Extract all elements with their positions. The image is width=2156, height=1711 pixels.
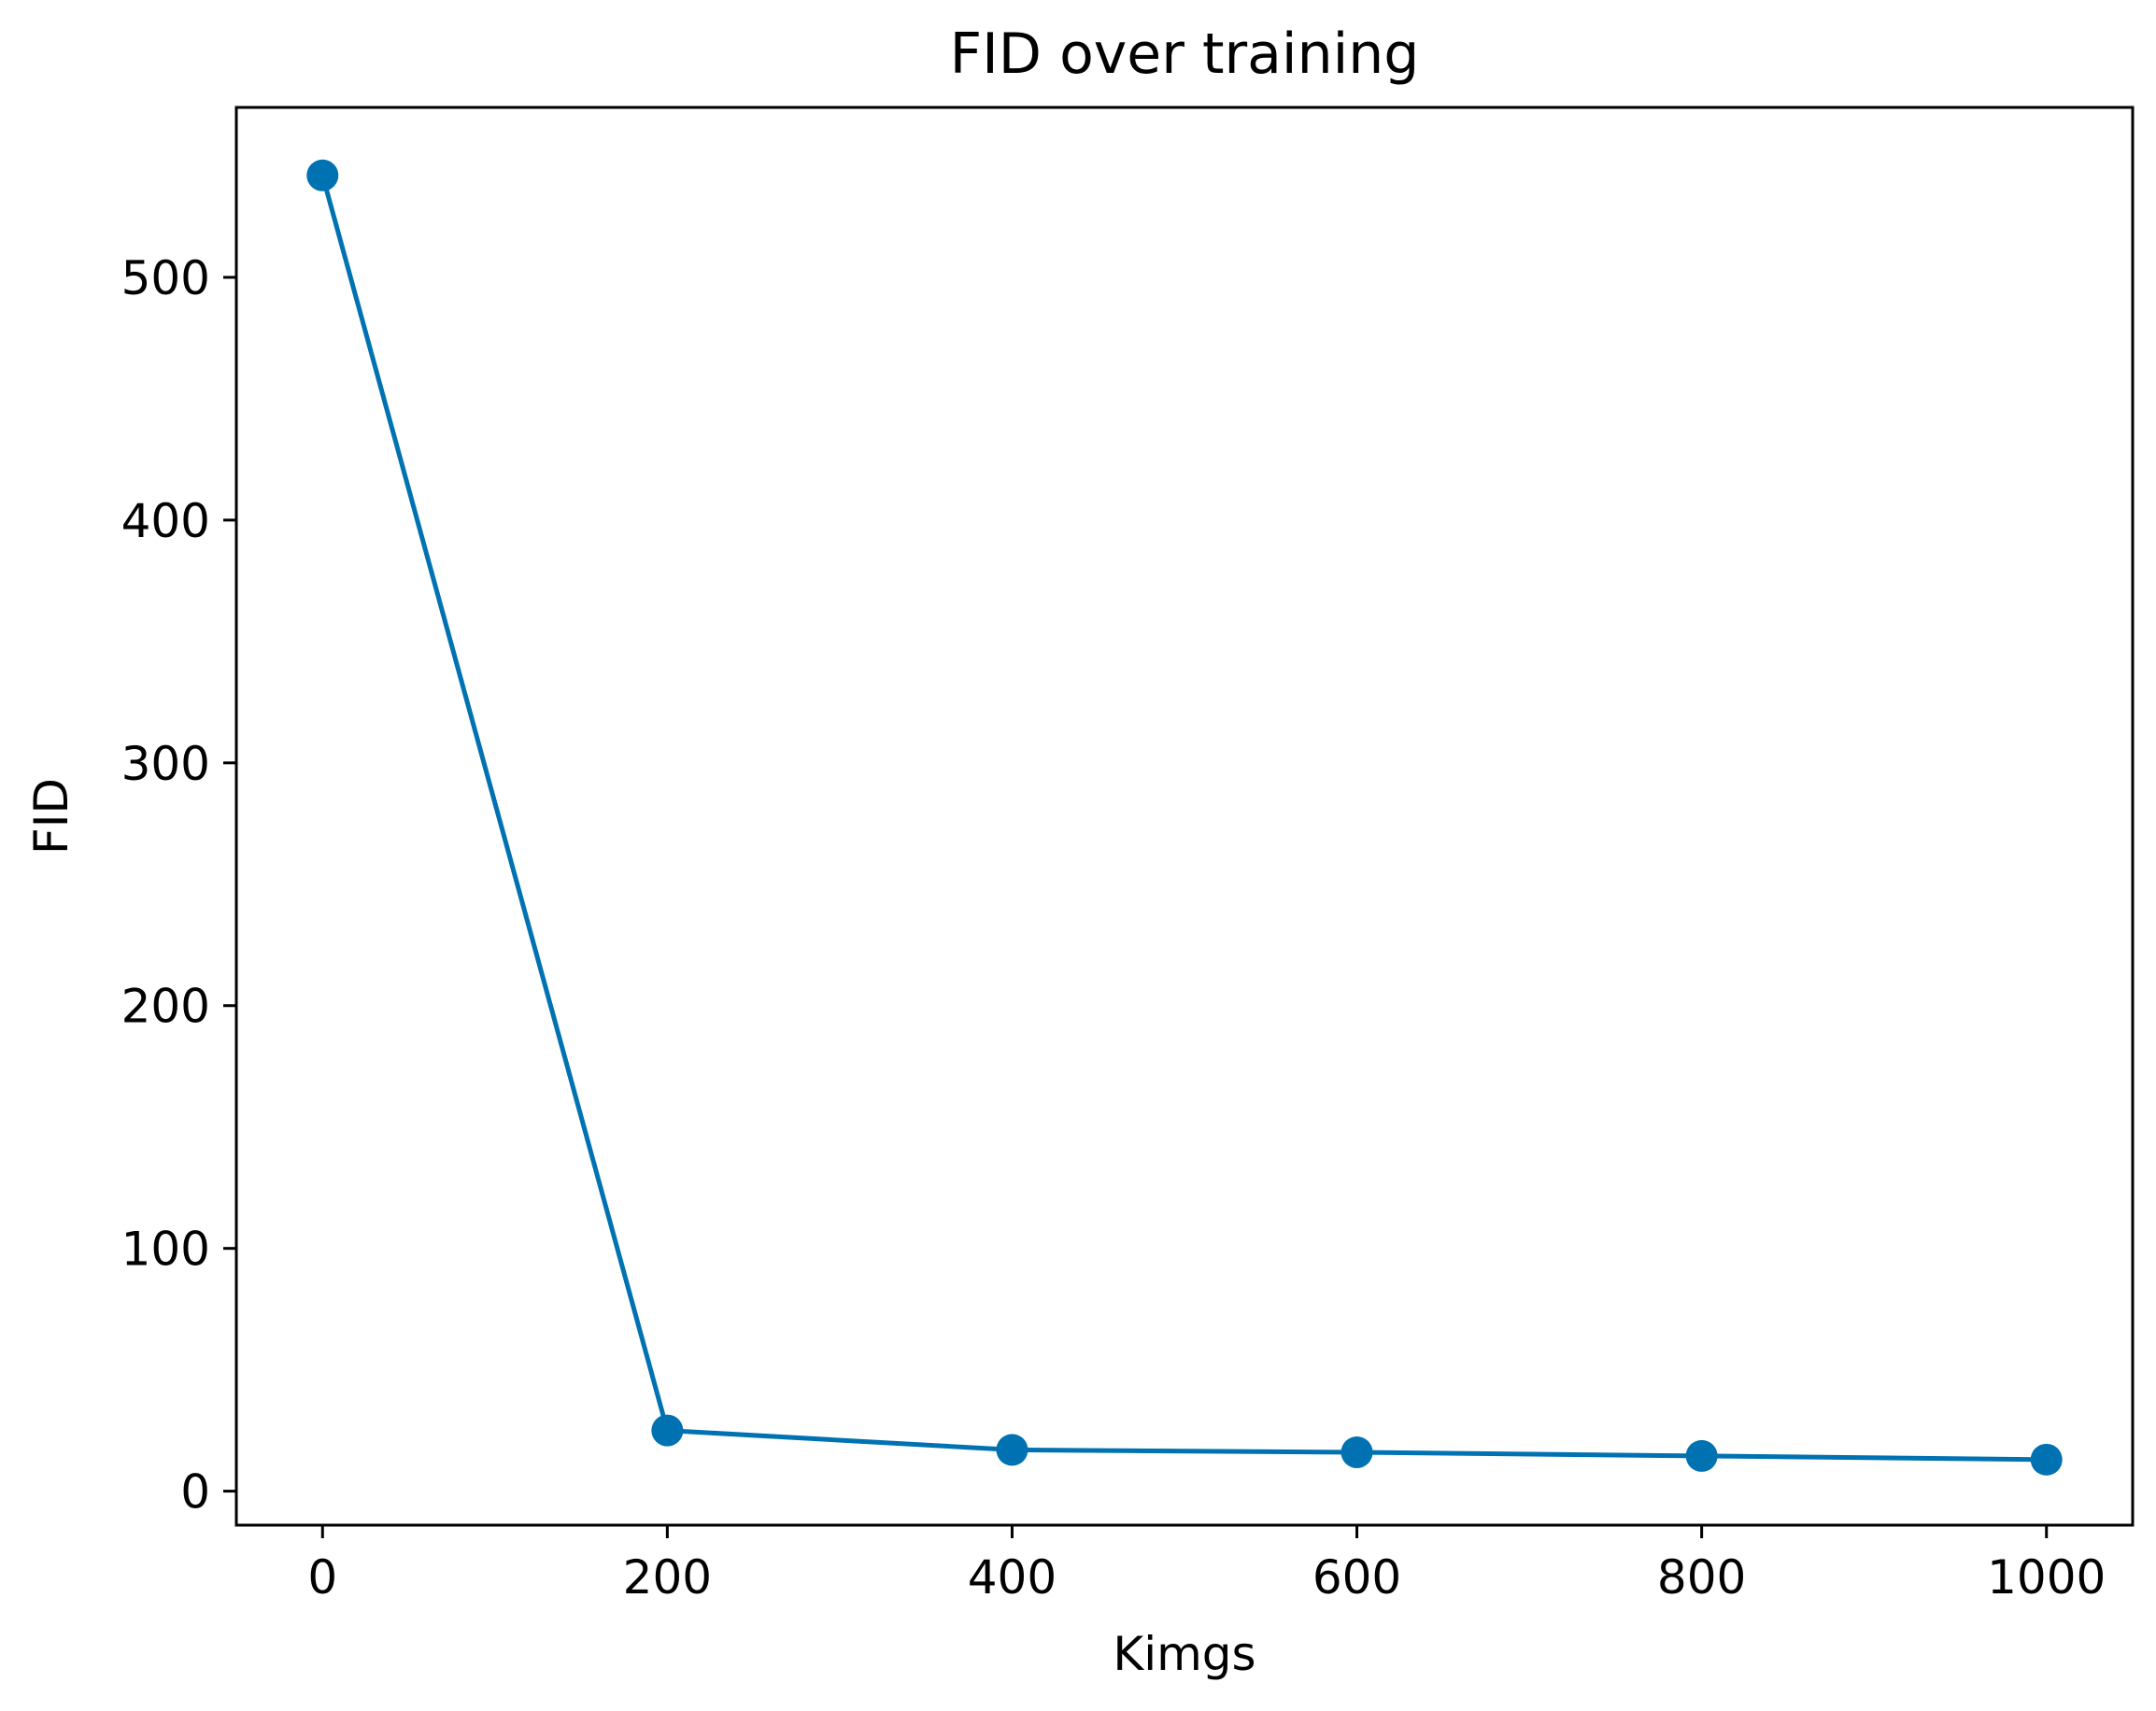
data-point: [996, 1434, 1028, 1466]
y-tick-label: 400: [121, 494, 210, 548]
y-tick-label: 100: [121, 1223, 210, 1277]
x-tick-label: 0: [307, 1550, 337, 1605]
data-point: [1340, 1436, 1373, 1469]
plot-area-frame: [234, 106, 2135, 1527]
series-line: [319, 175, 2047, 1463]
data-point: [306, 159, 339, 191]
x-axis-ticks: 0 200 400 600 800 1000: [307, 1525, 2106, 1605]
data-point: [2030, 1443, 2063, 1476]
x-axis-label: Kimgs: [1113, 1627, 1255, 1681]
y-axis-ticks: 0 100 200 300 400 500: [121, 251, 236, 1520]
series-fid: [306, 159, 2063, 1476]
data-point: [1685, 1439, 1718, 1472]
x-tick-label: 200: [623, 1550, 712, 1605]
x-tick-label: 400: [968, 1550, 1057, 1605]
x-tick-label: 600: [1312, 1550, 1401, 1605]
data-point: [651, 1414, 684, 1447]
y-tick-label: 200: [121, 980, 210, 1034]
y-axis-label: FID: [24, 778, 78, 855]
y-tick-label: 0: [180, 1465, 210, 1520]
y-tick-label: 500: [121, 251, 210, 305]
y-tick-label: 300: [121, 737, 210, 791]
chart-title: FID over training: [950, 21, 1420, 87]
x-tick-label: 800: [1657, 1550, 1746, 1605]
x-tick-label: 1000: [1987, 1550, 2106, 1605]
